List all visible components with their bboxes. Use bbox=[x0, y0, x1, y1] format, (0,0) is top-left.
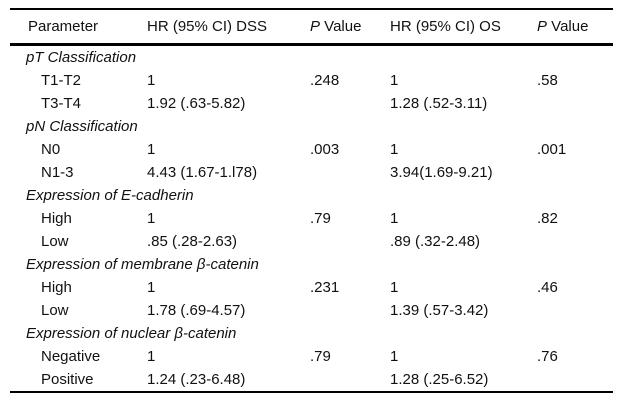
hr-dss-cell: 1.78 (.69-4.57) bbox=[147, 302, 246, 319]
table-row-nuclear-negative: Negative 1 .79 1 .76 bbox=[10, 345, 613, 368]
hr-os-cell: 3.94(1.69-9.21) bbox=[390, 164, 493, 181]
p-italic: P bbox=[537, 18, 548, 35]
header-parameter: Parameter bbox=[10, 9, 147, 46]
header-hr-os: HR (95% CI) OS bbox=[390, 9, 537, 46]
table-row-membrane-low: Low 1.78 (.69-4.57) 1.39 (.57-3.42) bbox=[10, 299, 613, 322]
hr-dss-cell: 1 bbox=[147, 348, 156, 365]
table-row-ecad-low: Low .85 (.28-2.63) .89 (.32-2.48) bbox=[10, 230, 613, 253]
hr-dss-cell: 4.43 (1.67-1.l78) bbox=[147, 164, 258, 181]
section-label: pT Classification bbox=[26, 49, 137, 66]
section-row-membrane-b-catenin: Expression of membrane β-catenin bbox=[10, 253, 613, 276]
table-row-n0: N0 1 .003 1 .001 bbox=[10, 138, 613, 161]
parameter-cell: High bbox=[41, 279, 72, 296]
hr-dss-cell: 1 bbox=[147, 72, 156, 89]
parameter-cell: Positive bbox=[41, 371, 94, 388]
table-row-ecad-high: High 1 .79 1 .82 bbox=[10, 207, 613, 230]
hr-dss-cell: 1.92 (.63-5.82) bbox=[147, 95, 246, 112]
p-os-cell: .001 bbox=[537, 141, 567, 158]
table-header-row: Parameter HR (95% CI) DSS P Value HR (95… bbox=[10, 9, 613, 46]
p-os-cell: .58 bbox=[537, 72, 558, 89]
parameter-cell: High bbox=[41, 210, 72, 227]
header-p-value-os: P Value bbox=[537, 9, 613, 46]
section-label: Expression of E-cadherin bbox=[26, 187, 194, 204]
p-os-cell: .76 bbox=[537, 348, 558, 365]
p-dss-cell: .79 bbox=[310, 210, 331, 227]
p-dss-cell bbox=[310, 92, 390, 115]
p-dss-cell bbox=[310, 230, 390, 253]
parameter-cell: T1-T2 bbox=[41, 72, 82, 89]
section-label: Expression of nuclear β-catenin bbox=[26, 325, 237, 342]
p-dss-cell: .79 bbox=[310, 348, 331, 365]
parameter-cell: Low bbox=[41, 233, 69, 250]
p-os-cell bbox=[537, 92, 613, 115]
parameter-cell: Low bbox=[41, 302, 69, 319]
p-dss-cell: .231 bbox=[310, 279, 340, 296]
hr-os-cell: 1 bbox=[390, 72, 399, 89]
p-os-cell: .82 bbox=[537, 210, 558, 227]
parameter-cell: T3-T4 bbox=[41, 95, 82, 112]
p-os-cell bbox=[537, 230, 613, 253]
p-italic: P bbox=[310, 18, 321, 35]
hr-os-cell: 1.28 (.25-6.52) bbox=[390, 371, 489, 388]
p-dss-cell bbox=[310, 161, 390, 184]
section-row-nuclear-b-catenin: Expression of nuclear β-catenin bbox=[10, 322, 613, 345]
header-hr-dss: HR (95% CI) DSS bbox=[147, 9, 310, 46]
table-row-nuclear-positive: Positive 1.24 (.23-6.48) 1.28 (.25-6.52) bbox=[10, 368, 613, 392]
parameter-cell: N1-3 bbox=[41, 164, 74, 181]
p-dss-cell bbox=[310, 368, 390, 392]
hr-os-cell: 1 bbox=[390, 141, 399, 158]
section-row-pn-classification: pN Classification bbox=[10, 115, 613, 138]
section-label: pN Classification bbox=[26, 118, 138, 135]
p-os-cell bbox=[537, 368, 613, 392]
header-p-value-dss: P Value bbox=[310, 9, 390, 46]
p-dss-cell: .248 bbox=[310, 72, 340, 89]
p-dss-cell bbox=[310, 299, 390, 322]
hr-os-cell: 1 bbox=[390, 348, 399, 365]
parameter-cell: N0 bbox=[41, 141, 61, 158]
hr-os-cell: .89 (.32-2.48) bbox=[390, 233, 481, 250]
p-os-cell bbox=[537, 299, 613, 322]
hr-dss-cell: 1 bbox=[147, 141, 156, 158]
hr-os-cell: 1.28 (.52-3.11) bbox=[390, 95, 488, 112]
hr-os-cell: 1 bbox=[390, 279, 399, 296]
value-label: Value bbox=[320, 18, 362, 35]
p-os-cell: .46 bbox=[537, 279, 558, 296]
p-os-cell bbox=[537, 161, 613, 184]
table-row-membrane-high: High 1 .231 1 .46 bbox=[10, 276, 613, 299]
parameter-cell: Negative bbox=[41, 348, 101, 365]
hr-os-cell: 1 bbox=[390, 210, 399, 227]
table-row-t1-t2: T1-T2 1 .248 1 .58 bbox=[10, 69, 613, 92]
section-label: Expression of membrane β-catenin bbox=[26, 256, 259, 273]
table-row-t3-t4: T3-T4 1.92 (.63-5.82) 1.28 (.52-3.11) bbox=[10, 92, 613, 115]
section-row-pt-classification: pT Classification bbox=[10, 45, 613, 70]
hr-os-cell: 1.39 (.57-3.42) bbox=[390, 302, 489, 319]
p-dss-cell: .003 bbox=[310, 141, 340, 158]
hr-dss-cell: 1 bbox=[147, 210, 156, 227]
section-row-e-cadherin: Expression of E-cadherin bbox=[10, 184, 613, 207]
hr-dss-cell: 1 bbox=[147, 279, 156, 296]
hazard-ratio-table: Parameter HR (95% CI) DSS P Value HR (95… bbox=[10, 8, 613, 393]
value-label: Value bbox=[547, 18, 589, 35]
hr-dss-cell: 1.24 (.23-6.48) bbox=[147, 371, 246, 388]
table-row-n1-3: N1-3 4.43 (1.67-1.l78) 3.94(1.69-9.21) bbox=[10, 161, 613, 184]
hr-dss-cell: .85 (.28-2.63) bbox=[147, 233, 238, 250]
